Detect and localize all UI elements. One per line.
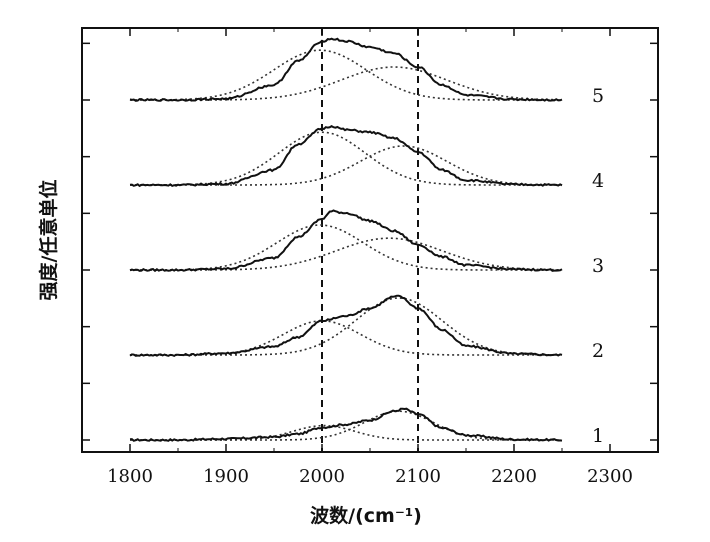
component-curve-5-2 <box>130 66 561 101</box>
x-axis-ticks <box>81 28 659 452</box>
component-curve-4-2 <box>130 145 561 186</box>
x-tick-label: 1800 <box>107 466 153 487</box>
component-curve-5-1 <box>130 49 561 101</box>
component-curve-4-1 <box>130 131 561 186</box>
spectrum-trace-1 <box>129 407 563 442</box>
spectrum-trace-4 <box>129 125 563 188</box>
trace-labels: 1 2 3 4 5 <box>592 85 604 447</box>
component-curve-2-2 <box>130 297 561 356</box>
x-axis-title: 波数/(cm⁻¹) <box>310 504 422 527</box>
spectrum-trace-5 <box>129 37 563 102</box>
trace-label-4: 4 <box>592 170 604 192</box>
trace-label-1: 1 <box>592 425 604 447</box>
reference-lines <box>321 28 419 452</box>
trace-label-2: 2 <box>592 340 604 362</box>
x-tick-label: 2300 <box>587 466 633 487</box>
component-curve-3-1 <box>130 224 561 271</box>
component-curve-3-2 <box>130 237 561 271</box>
x-tick-label: 2200 <box>491 466 537 487</box>
x-tick-labels: 1800 1900 2000 2100 2200 2300 <box>107 466 633 487</box>
x-tick-label: 2100 <box>395 466 441 487</box>
y-axis-title: 强度/任意单位 <box>37 180 60 301</box>
plot-frame <box>81 27 659 453</box>
x-tick-label: 2000 <box>299 466 345 487</box>
spectrum-traces <box>129 37 563 442</box>
x-tick-label: 1900 <box>203 466 249 487</box>
spectrum-trace-2 <box>129 294 563 358</box>
trace-label-5: 5 <box>592 85 604 107</box>
trace-label-3: 3 <box>592 255 604 277</box>
component-curves <box>130 49 561 441</box>
y-axis-ticks <box>82 42 658 441</box>
spectrum-trace-3 <box>129 209 563 273</box>
